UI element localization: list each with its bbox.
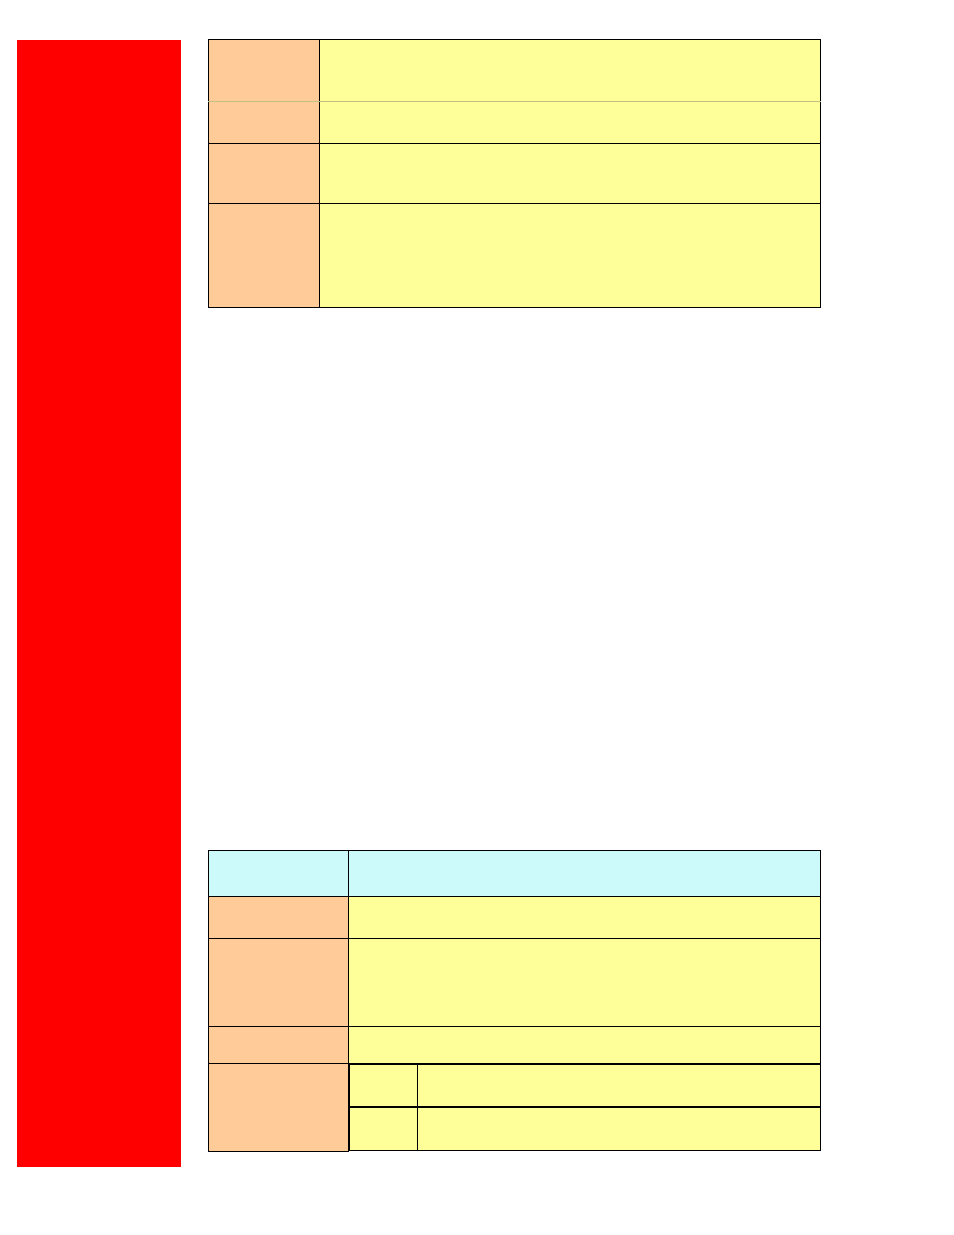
table-row — [209, 1027, 821, 1064]
table-row — [209, 897, 821, 939]
row-label — [209, 1064, 349, 1152]
nested-cell — [349, 1107, 821, 1151]
table-row — [209, 939, 821, 1027]
row-value — [320, 40, 821, 102]
table-1 — [208, 39, 821, 308]
row-value — [320, 204, 821, 308]
row-label — [209, 851, 349, 897]
table-row — [209, 144, 821, 204]
row-label — [209, 40, 320, 102]
row-value — [320, 102, 821, 144]
row-label — [209, 1027, 349, 1064]
sub-value — [418, 1108, 821, 1151]
row-value — [349, 939, 821, 1027]
row-label — [209, 897, 349, 939]
table-row — [209, 204, 821, 308]
row-label — [209, 204, 320, 308]
sub-label — [350, 1108, 418, 1151]
row-value — [349, 1027, 821, 1064]
row-value — [320, 144, 821, 204]
table-row — [209, 40, 821, 102]
row-value — [349, 897, 821, 939]
table-row — [209, 102, 821, 144]
row-value — [349, 851, 821, 897]
row-label — [209, 102, 320, 144]
table-row — [209, 851, 821, 897]
row-label — [209, 144, 320, 204]
table-2 — [208, 850, 821, 1152]
row-label — [209, 939, 349, 1027]
table-row — [209, 1064, 821, 1108]
nested-cell — [349, 1064, 821, 1108]
sub-value — [418, 1065, 821, 1107]
sub-label — [350, 1065, 418, 1107]
left-sidebar — [17, 40, 181, 1167]
